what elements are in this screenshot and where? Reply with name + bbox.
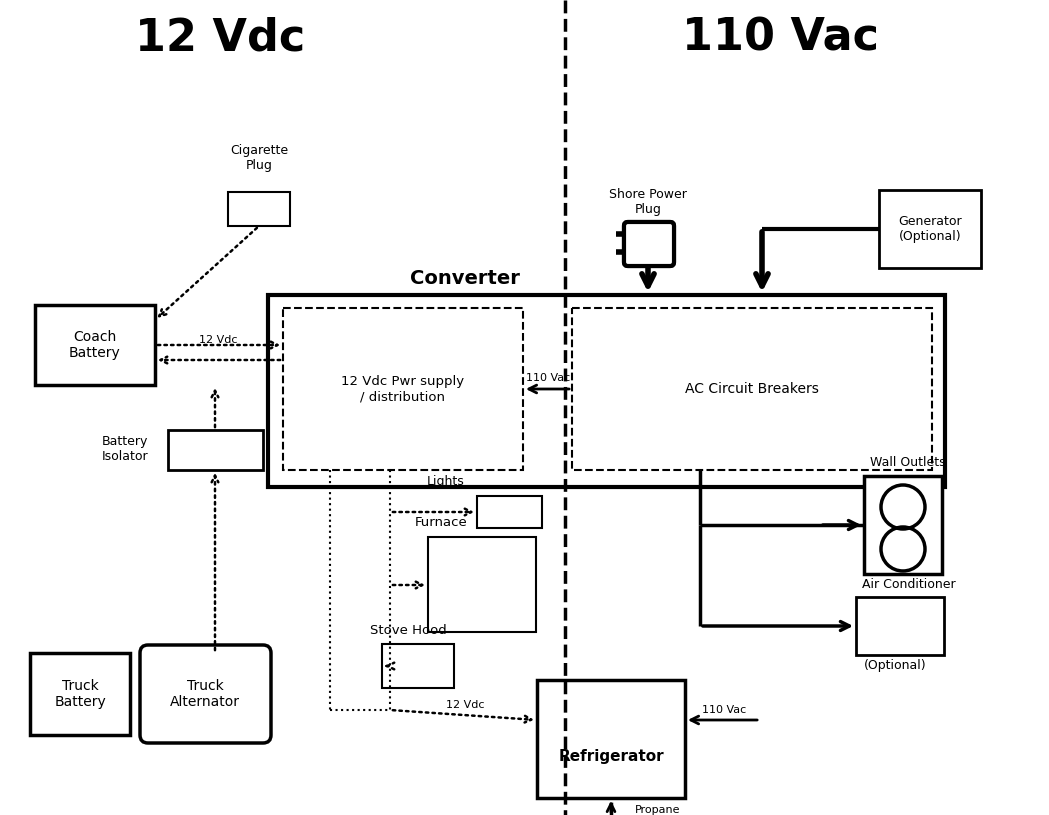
Text: 12 Vdc: 12 Vdc [198, 335, 237, 345]
Bar [864, 476, 942, 574]
Text: AC Circuit Breakers: AC Circuit Breakers [685, 382, 819, 396]
Text: 12 Vdc: 12 Vdc [446, 700, 485, 710]
Bar [283, 308, 523, 470]
Text: 110 Vac: 110 Vac [702, 705, 746, 715]
Bar [428, 537, 536, 632]
Text: Furnace: Furnace [415, 517, 468, 530]
Bar [477, 496, 542, 528]
Text: Coach
Battery: Coach Battery [69, 330, 121, 360]
FancyBboxPatch shape [624, 222, 675, 266]
Text: Wall Outlets: Wall Outlets [870, 456, 945, 469]
Text: Generator
(Optional): Generator (Optional) [898, 215, 962, 243]
Text: Shore Power
Plug: Shore Power Plug [609, 188, 687, 216]
Text: Cigarette
Plug: Cigarette Plug [230, 144, 288, 172]
Text: 12 Vdc Pwr supply
/ distribution: 12 Vdc Pwr supply / distribution [341, 375, 465, 403]
Bar [267, 295, 945, 487]
Bar [30, 653, 130, 735]
Bar [572, 308, 932, 470]
Text: 110 Vac: 110 Vac [526, 373, 570, 383]
Bar [35, 305, 155, 385]
Text: Air Conditioner: Air Conditioner [862, 579, 956, 592]
Text: Truck
Alternator: Truck Alternator [170, 679, 240, 709]
FancyBboxPatch shape [624, 222, 675, 266]
Text: 110 Vac: 110 Vac [682, 16, 878, 59]
Text: 12 Vdc: 12 Vdc [135, 16, 305, 59]
Text: (Optional): (Optional) [863, 659, 926, 672]
Text: Propane: Propane [635, 805, 681, 815]
FancyBboxPatch shape [140, 645, 271, 743]
Text: Battery
Isolator: Battery Isolator [102, 435, 148, 463]
Text: Stove Hood: Stove Hood [370, 623, 447, 637]
Bar [856, 597, 944, 655]
Bar [537, 680, 685, 798]
Text: Converter: Converter [410, 268, 520, 288]
Bar [636, 233, 662, 255]
Text: Refrigerator: Refrigerator [558, 748, 664, 764]
Bar [168, 430, 263, 470]
Bar [382, 644, 454, 688]
Bar [879, 190, 981, 268]
Text: Truck
Battery: Truck Battery [55, 679, 106, 709]
Text: Lights: Lights [427, 475, 465, 488]
Bar [228, 192, 290, 226]
